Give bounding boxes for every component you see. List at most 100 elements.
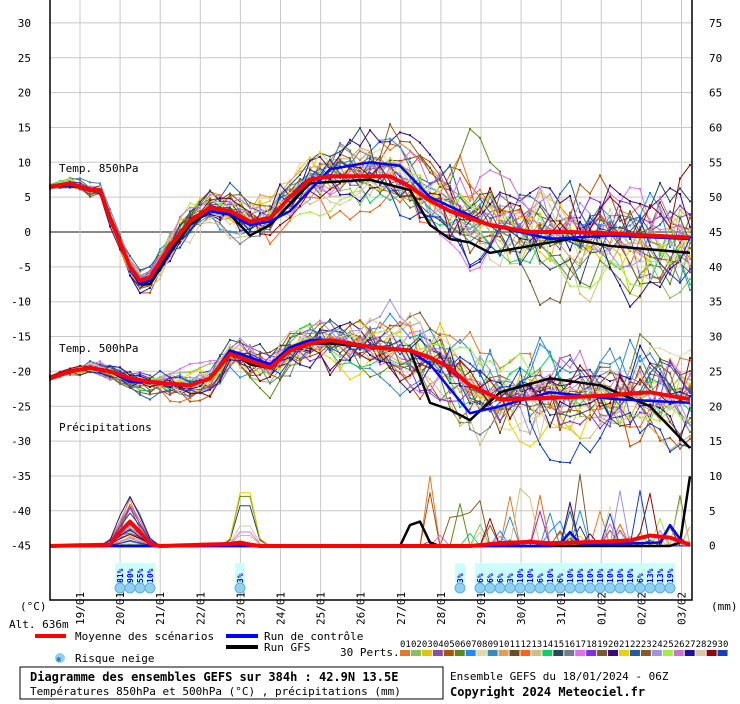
right-tick-label: 30 — [709, 331, 722, 344]
member-06-t850-line-point — [589, 286, 591, 289]
member-26-t500-line-point — [669, 397, 671, 400]
member-legend-id: 04 — [433, 640, 444, 650]
member-14-t500-line-point — [419, 332, 421, 335]
member-01-t850-line-point — [479, 188, 481, 191]
member-22-t500-line-point — [399, 353, 401, 356]
member-28-t500-line-point — [229, 343, 231, 346]
member-23-t500-line-point — [559, 429, 561, 432]
member-15-t500-line-point — [569, 415, 571, 418]
member-20-t500-line-point — [639, 405, 641, 408]
member-14-t850-line-point — [429, 218, 431, 221]
member-25-t850-line-point — [239, 201, 241, 204]
member-12-t850-line-point — [449, 173, 451, 176]
member-14-t850-line-point — [519, 258, 521, 261]
member-27-t500-line-point — [659, 372, 661, 375]
main-runs — [49, 161, 692, 548]
member-14-t500-line-point — [309, 322, 311, 325]
member-17-t500-line-point — [239, 343, 241, 346]
member-24-t850-line-point — [649, 230, 651, 233]
member-18-t500-line-point — [689, 392, 691, 395]
member-20-t500-line-point — [379, 361, 381, 364]
member-legend-id: 28 — [696, 640, 707, 650]
member-29-t850-line-point — [389, 180, 391, 183]
member-30-t850-line-point — [549, 235, 551, 238]
member-27-t850-line-point — [239, 229, 241, 232]
member-21-t500-line-point — [649, 407, 651, 410]
member-06-t500-line-point — [409, 368, 411, 371]
member-19-t500-line-point — [539, 389, 541, 392]
member-27-t500-line-point — [229, 359, 231, 362]
member-17-t850-line-point — [359, 171, 361, 174]
member-12-t850-line-point — [519, 209, 521, 212]
member-10-t850-line-point — [269, 196, 271, 199]
member-25-t850-line-point — [169, 238, 171, 241]
member-08-t500-line-point — [209, 392, 211, 395]
member-29-t850-line-point — [609, 195, 611, 198]
member-06-t850-line-point — [659, 265, 661, 268]
member-30-t850-line-point — [669, 272, 671, 275]
member-21-t500-line-point — [689, 382, 691, 385]
snowflake-icon — [574, 582, 586, 594]
left-tick-label: -20 — [11, 365, 31, 378]
member-30-t500-line-point — [89, 370, 91, 373]
member-23-t850-line-point — [599, 219, 601, 222]
member-16-t850-line-point — [369, 155, 371, 158]
member-11-t500-line-point — [149, 391, 151, 394]
member-20-t500-line-point — [649, 403, 651, 406]
member-17-t850-line-point — [439, 233, 441, 236]
member-20-t850-line-point — [389, 140, 391, 143]
member-22-t850-line-point — [149, 265, 151, 268]
member-04-t850-line-point — [339, 164, 341, 167]
member-02-t500-line-point — [339, 355, 341, 358]
member-18-t500-line-point — [669, 359, 671, 362]
member-06-t850-line-point — [609, 268, 611, 271]
member-21-t850-line-point — [539, 191, 541, 194]
member-02-t850-line-point — [169, 232, 171, 235]
member-25-t500-line-point — [599, 397, 601, 400]
member-28-t500-line-point — [589, 389, 591, 392]
member-10-t850-line-point — [339, 157, 341, 160]
member-11-t500-line-point — [609, 371, 611, 374]
member-03-t850-line-point — [259, 203, 261, 206]
member-25-t500-line-point — [509, 359, 511, 362]
member-15-t500-line-point — [389, 349, 391, 352]
member-19-t850-line-point — [209, 197, 211, 200]
member-25-t850-line-point — [609, 259, 611, 262]
member-07-t850-line-point — [609, 220, 611, 223]
member-24-t850-line-point — [299, 206, 301, 209]
member-09-t500-line-point — [659, 368, 661, 371]
grid — [50, 0, 692, 600]
member-08-t850-line-point — [269, 198, 271, 201]
member-03-t850-line-point — [459, 193, 461, 196]
member-21-t500-line-point — [549, 421, 551, 424]
member-18-t500-line-point — [369, 338, 371, 341]
snow-risk-bar — [115, 563, 125, 583]
member-28-t850-line-point — [579, 258, 581, 261]
member-16-t500-line-point — [559, 380, 561, 383]
member-25-t500-line-point — [199, 387, 201, 390]
member-legend-id: 12 — [520, 640, 531, 650]
member-25-t500-line-point — [119, 377, 121, 380]
member-29-t850-line-point — [499, 210, 501, 213]
member-11-t500-line-point — [649, 385, 651, 388]
label-t850: Temp. 850hPa — [59, 162, 138, 175]
member-14-t500-line-point — [549, 354, 551, 357]
member-01-t500-line-point — [679, 357, 681, 360]
member-27-t850-line-point — [689, 236, 691, 239]
member-29-t850-line-point — [489, 187, 491, 190]
member-23-t500-line-point — [389, 338, 391, 341]
member-09-t850-line-point — [419, 196, 421, 199]
member-legend-swatch — [454, 650, 465, 656]
member-22-t850-line-point — [569, 180, 571, 183]
member-12-t500-line-point — [319, 347, 321, 350]
member-legend-swatch — [717, 650, 728, 656]
member-05-t850-line-point — [389, 142, 391, 145]
member-16-t850-line-point — [249, 235, 251, 238]
member-08-t500-line-point — [399, 358, 401, 361]
member-23-t500-line-point — [579, 383, 581, 386]
member-15-t850-line-point — [329, 155, 331, 158]
member-08-t500-line-point — [299, 355, 301, 358]
member-12-t850-line-point — [389, 192, 391, 195]
member-24-t850-line-point — [559, 215, 561, 218]
member-02-t850-line-point — [539, 262, 541, 265]
